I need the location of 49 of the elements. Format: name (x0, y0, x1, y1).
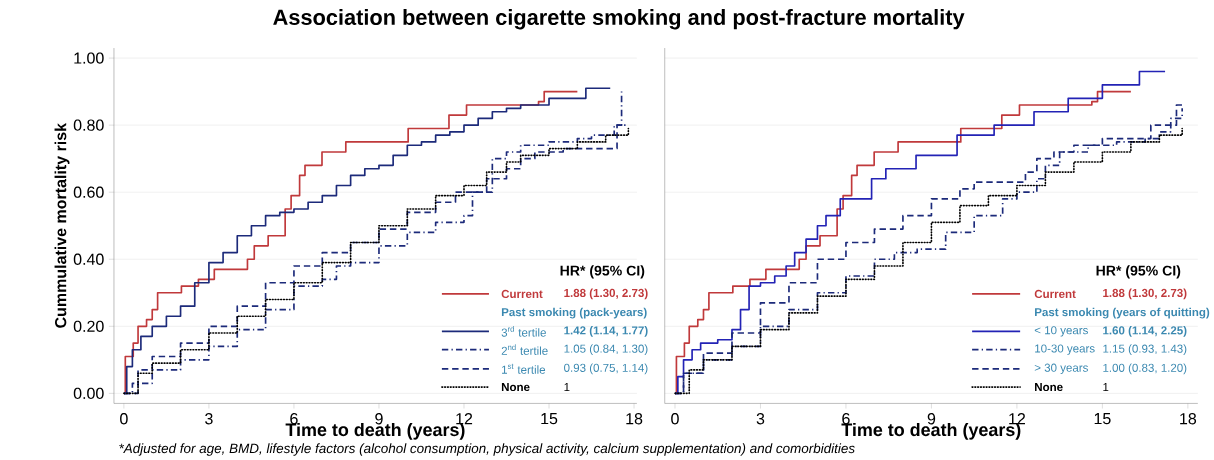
annotation: 0.93 (0.75, 1.14) (564, 363, 648, 375)
legend-label: < 10 years (1034, 326, 1088, 337)
x-tick-label: 6 (290, 413, 298, 425)
x-tick-label: 3 (756, 413, 765, 425)
annotation: 1.00 (0.83, 1.20) (1103, 363, 1187, 375)
legend-label: 10-30 years (1035, 344, 1095, 355)
annotation: Past smoking (pack-years) (501, 307, 647, 319)
annotation: 1.42 (1.14, 1.77) (564, 325, 648, 337)
x-axis-title: Time to death (years) (841, 422, 1021, 440)
chart-title: Association between cigarette smoking and post-fracture mortality (273, 8, 965, 30)
y-tick-label: 0.00 (73, 387, 104, 399)
y-tick-label: 0.20 (73, 320, 104, 332)
legend-label: > 30 years (1034, 363, 1088, 375)
x-tick-label: 0 (120, 413, 128, 425)
legend-title: HR* (95% CI) (1096, 265, 1181, 279)
x-tick-label: 9 (375, 413, 383, 425)
y-tick-label: 1.00 (74, 52, 104, 64)
annotation: 1.05 (0.84, 1.30) (564, 344, 648, 355)
legend-label: Current (501, 289, 543, 298)
y-axis-title: Cummulative mortality risk (54, 122, 70, 328)
x-tick-label: 15 (1094, 413, 1111, 425)
x-tick-label: 12 (1009, 413, 1025, 425)
x-tick-label: 18 (1180, 413, 1197, 425)
legend-title: HR* (95% CI) (560, 265, 645, 279)
x-tick-label: 6 (842, 413, 850, 425)
annotation: 1 (564, 383, 570, 392)
annotation: 1.88 (1.30, 2.73) (564, 288, 648, 300)
legend-label: 3$^{rd}$ tertile (501, 326, 546, 337)
legend-label: None (501, 383, 530, 392)
annotation: 1 (1103, 383, 1109, 392)
legend-label: Current (1034, 289, 1076, 298)
annotation: Past smoking (years of quitting) (1035, 307, 1210, 319)
legend-label: 1$^{st}$ tertile (502, 363, 546, 374)
legend-label: None (1035, 383, 1063, 392)
text: *Adjusted for age, BMD, lifestyle factors (alcohol consumption, physical activity, calcium supplementation) and comorbidities (119, 443, 855, 456)
y-tick-label: 0.40 (73, 253, 104, 265)
x-tick-label: 18 (626, 413, 643, 425)
x-axis-title: Time to death (years) (285, 422, 465, 440)
x-tick-label: 12 (456, 413, 473, 425)
x-tick-label: 0 (671, 413, 679, 425)
y-tick-label: 0.60 (73, 186, 104, 198)
annotation: 1.88 (1.30, 2.73) (1103, 288, 1187, 300)
x-tick-label: 9 (927, 413, 936, 425)
annotation: 1.60 (1.14, 2.25) (1103, 325, 1187, 337)
legend-label: 2$^{nd}$ tertile (501, 344, 548, 355)
x-tick-label: 3 (205, 413, 213, 425)
y-tick-label: 0.80 (73, 119, 104, 131)
annotation: 1.15 (0.93, 1.43) (1103, 344, 1187, 355)
x-tick-label: 15 (541, 413, 558, 425)
